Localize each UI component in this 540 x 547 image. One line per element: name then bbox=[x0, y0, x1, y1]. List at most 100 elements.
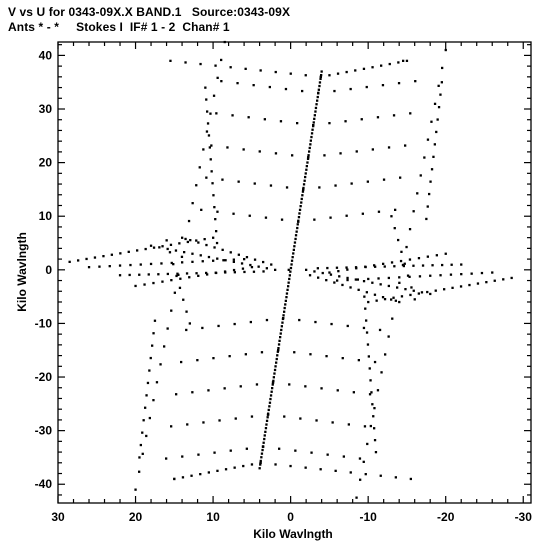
uv-point bbox=[364, 473, 367, 476]
uv-point bbox=[232, 212, 235, 215]
uv-point bbox=[460, 273, 463, 276]
uv-point bbox=[161, 245, 164, 248]
uv-point bbox=[323, 154, 326, 157]
uv-point bbox=[272, 379, 275, 382]
uv-point bbox=[346, 278, 349, 282]
uv-point bbox=[148, 369, 151, 372]
uv-point bbox=[307, 154, 310, 157]
uv-point bbox=[418, 275, 422, 278]
uv-point bbox=[308, 150, 311, 153]
uv-point bbox=[437, 84, 440, 87]
uv-point bbox=[202, 148, 205, 151]
uv-point bbox=[223, 40, 226, 44]
uv-point bbox=[406, 274, 410, 277]
uv-point bbox=[234, 417, 237, 420]
uv-point bbox=[493, 279, 496, 282]
uv-point bbox=[290, 263, 293, 266]
uv-point bbox=[437, 106, 441, 109]
uv-point bbox=[276, 350, 279, 353]
uv-point bbox=[371, 403, 374, 406]
uv-point bbox=[166, 327, 169, 330]
uv-point bbox=[281, 321, 284, 324]
uv-point bbox=[362, 326, 366, 330]
uv-point bbox=[170, 279, 173, 282]
uv-point bbox=[450, 263, 453, 266]
uv-point bbox=[264, 430, 267, 433]
uv-point bbox=[185, 328, 188, 332]
uv-point bbox=[274, 152, 278, 155]
uv-point bbox=[218, 419, 221, 422]
uv-point bbox=[233, 271, 236, 274]
uv-point bbox=[428, 192, 431, 196]
uv-point bbox=[197, 241, 200, 244]
uv-point bbox=[205, 130, 209, 133]
uv-point bbox=[468, 283, 471, 287]
uv-point bbox=[166, 272, 169, 276]
uv-point bbox=[205, 271, 208, 275]
uv-point bbox=[147, 273, 150, 276]
uv-point bbox=[288, 383, 291, 386]
uv-point bbox=[366, 442, 369, 446]
uv-point bbox=[306, 157, 310, 160]
uv-point bbox=[381, 84, 385, 87]
uv-point bbox=[313, 114, 316, 117]
uv-point bbox=[211, 182, 214, 185]
uv-point bbox=[440, 81, 443, 84]
uv-point bbox=[138, 456, 141, 459]
uv-point bbox=[404, 144, 407, 147]
uv-point bbox=[430, 168, 434, 171]
uv-point bbox=[393, 265, 396, 268]
plot-frame bbox=[57, 41, 532, 504]
uv-point bbox=[108, 265, 111, 268]
uv-point bbox=[202, 421, 205, 424]
uv-point bbox=[294, 449, 297, 452]
uv-point bbox=[143, 283, 146, 286]
uv-point bbox=[409, 112, 412, 115]
uv-point bbox=[439, 274, 442, 277]
uv-point bbox=[334, 469, 337, 472]
uv-point bbox=[480, 271, 484, 275]
uv-point bbox=[318, 81, 322, 84]
uv-point bbox=[175, 393, 178, 396]
uv-point bbox=[409, 477, 412, 481]
uv-point bbox=[173, 291, 176, 294]
uv-point bbox=[399, 259, 403, 263]
uv-point bbox=[314, 106, 318, 110]
uv-point bbox=[138, 470, 141, 473]
uv-point bbox=[262, 441, 265, 444]
uv-point bbox=[233, 466, 236, 469]
uv-point bbox=[364, 265, 367, 268]
uv-point bbox=[310, 132, 314, 135]
uv-point bbox=[293, 245, 296, 248]
uv-point bbox=[280, 218, 284, 221]
uv-point bbox=[485, 281, 488, 284]
uv-point bbox=[201, 260, 204, 263]
uv-point bbox=[242, 464, 245, 468]
uv-point bbox=[269, 394, 273, 397]
uv-point bbox=[313, 270, 316, 273]
uv-point bbox=[294, 237, 297, 241]
uv-point bbox=[181, 455, 184, 458]
uv-point bbox=[216, 257, 219, 260]
uv-point bbox=[262, 260, 265, 264]
uv-point bbox=[290, 259, 294, 262]
uv-point bbox=[289, 464, 292, 468]
uv-point bbox=[297, 216, 301, 219]
x-tick-label: -10 bbox=[359, 510, 377, 524]
uv-point bbox=[200, 208, 203, 211]
uv-point bbox=[152, 332, 155, 335]
uv-point bbox=[460, 263, 463, 266]
uv-point bbox=[316, 95, 319, 99]
uv-point bbox=[405, 59, 409, 62]
uv-point bbox=[366, 343, 370, 346]
uv-point bbox=[214, 64, 217, 67]
uv-point bbox=[436, 118, 439, 121]
uv-point bbox=[215, 241, 219, 245]
uv-point bbox=[271, 383, 274, 386]
uv-point bbox=[321, 271, 324, 275]
uv-point bbox=[421, 264, 425, 267]
uv-point bbox=[206, 110, 209, 113]
uv-point bbox=[185, 310, 188, 313]
uv-point bbox=[210, 144, 213, 147]
uv-point bbox=[426, 138, 430, 141]
